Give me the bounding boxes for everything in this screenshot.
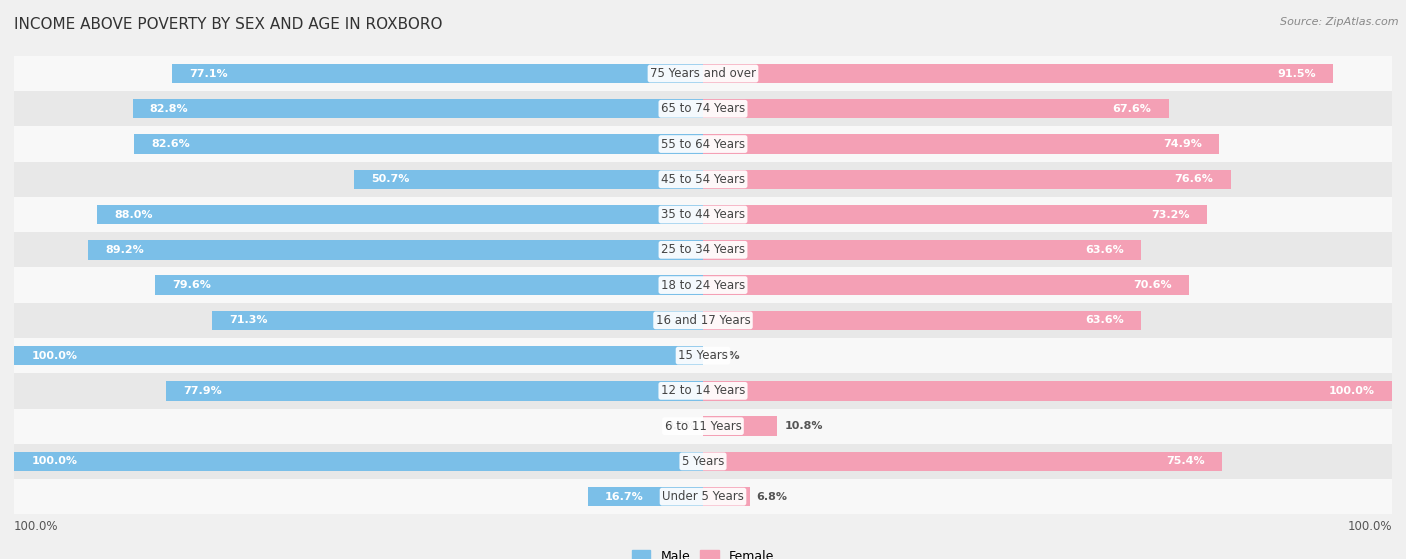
Text: 88.0%: 88.0%: [114, 210, 152, 220]
Bar: [14, 162, 1392, 197]
Text: 6.8%: 6.8%: [756, 492, 787, 501]
Bar: [14, 232, 1392, 267]
Text: 100.0%: 100.0%: [1329, 386, 1375, 396]
Bar: [14, 126, 1392, 162]
Bar: [14, 444, 1392, 479]
Bar: [703, 169, 1230, 189]
Bar: [703, 311, 1142, 330]
Bar: [703, 205, 1208, 224]
Text: 0.0%: 0.0%: [710, 350, 741, 361]
Text: 65 to 74 Years: 65 to 74 Years: [661, 102, 745, 115]
Bar: [14, 452, 703, 471]
Bar: [703, 452, 1222, 471]
Text: 63.6%: 63.6%: [1085, 315, 1123, 325]
Text: 6 to 11 Years: 6 to 11 Years: [665, 420, 741, 433]
Bar: [588, 487, 703, 506]
Bar: [703, 381, 1392, 401]
Bar: [134, 134, 703, 154]
Text: 16 and 17 Years: 16 and 17 Years: [655, 314, 751, 327]
Bar: [14, 56, 1392, 91]
Bar: [14, 267, 1392, 303]
Text: 77.9%: 77.9%: [184, 386, 222, 396]
Bar: [14, 373, 1392, 409]
Bar: [354, 169, 703, 189]
Text: 25 to 34 Years: 25 to 34 Years: [661, 243, 745, 257]
Bar: [166, 381, 703, 401]
Bar: [14, 197, 1392, 232]
Text: Under 5 Years: Under 5 Years: [662, 490, 744, 503]
Text: 10.8%: 10.8%: [785, 421, 823, 431]
Text: 74.9%: 74.9%: [1163, 139, 1202, 149]
Text: 100.0%: 100.0%: [31, 350, 77, 361]
Bar: [14, 346, 703, 366]
Bar: [14, 409, 1392, 444]
Text: 75.4%: 75.4%: [1167, 456, 1205, 466]
Bar: [14, 338, 1392, 373]
Text: 76.6%: 76.6%: [1174, 174, 1213, 184]
Text: 73.2%: 73.2%: [1152, 210, 1189, 220]
Bar: [155, 276, 703, 295]
Text: 55 to 64 Years: 55 to 64 Years: [661, 138, 745, 150]
Text: Source: ZipAtlas.com: Source: ZipAtlas.com: [1281, 17, 1399, 27]
Bar: [14, 479, 1392, 514]
Text: 16.7%: 16.7%: [605, 492, 644, 501]
Bar: [14, 303, 1392, 338]
Text: 12 to 14 Years: 12 to 14 Years: [661, 385, 745, 397]
Bar: [703, 416, 778, 436]
Text: 5 Years: 5 Years: [682, 455, 724, 468]
Text: 50.7%: 50.7%: [371, 174, 409, 184]
Text: 77.1%: 77.1%: [188, 69, 228, 78]
Text: 67.6%: 67.6%: [1112, 104, 1152, 114]
Bar: [703, 487, 749, 506]
Text: 0.0%: 0.0%: [665, 421, 696, 431]
Bar: [132, 99, 703, 119]
Bar: [703, 99, 1168, 119]
Text: 89.2%: 89.2%: [105, 245, 145, 255]
Bar: [703, 134, 1219, 154]
Text: 75 Years and over: 75 Years and over: [650, 67, 756, 80]
Text: 18 to 24 Years: 18 to 24 Years: [661, 278, 745, 292]
Text: 15 Years: 15 Years: [678, 349, 728, 362]
Text: 79.6%: 79.6%: [172, 280, 211, 290]
Text: 35 to 44 Years: 35 to 44 Years: [661, 208, 745, 221]
Text: 63.6%: 63.6%: [1085, 245, 1123, 255]
Bar: [14, 91, 1392, 126]
Text: 91.5%: 91.5%: [1278, 69, 1316, 78]
Text: 70.6%: 70.6%: [1133, 280, 1173, 290]
Bar: [703, 64, 1333, 83]
Bar: [703, 240, 1142, 259]
Bar: [172, 64, 703, 83]
Text: 71.3%: 71.3%: [229, 315, 267, 325]
Text: 45 to 54 Years: 45 to 54 Years: [661, 173, 745, 186]
Text: INCOME ABOVE POVERTY BY SEX AND AGE IN ROXBORO: INCOME ABOVE POVERTY BY SEX AND AGE IN R…: [14, 17, 443, 32]
Text: 82.8%: 82.8%: [150, 104, 188, 114]
Text: 100.0%: 100.0%: [14, 519, 59, 533]
Text: 100.0%: 100.0%: [31, 456, 77, 466]
Bar: [703, 276, 1189, 295]
Bar: [89, 240, 703, 259]
Text: 82.6%: 82.6%: [152, 139, 190, 149]
Text: 100.0%: 100.0%: [1347, 519, 1392, 533]
Bar: [97, 205, 703, 224]
Legend: Male, Female: Male, Female: [627, 544, 779, 559]
Bar: [212, 311, 703, 330]
